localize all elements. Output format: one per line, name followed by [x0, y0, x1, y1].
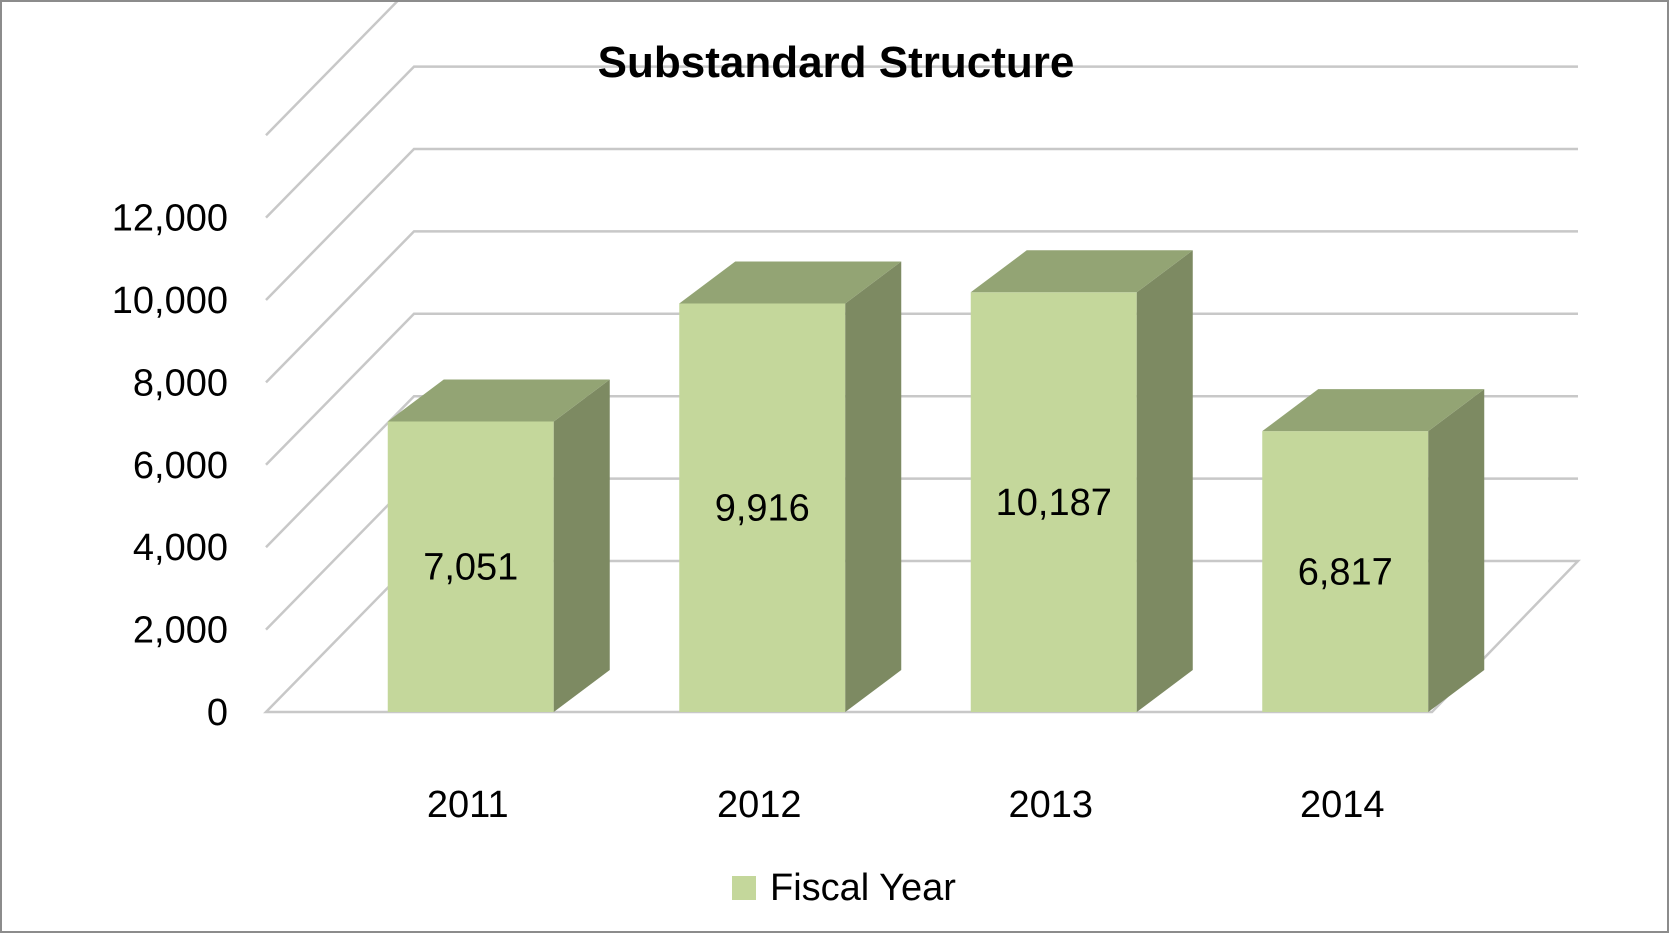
data-label-2014: 6,817 — [1298, 552, 1393, 594]
y-tick-label: 2,000 — [133, 610, 228, 652]
bar-side-face — [553, 379, 610, 712]
bar-top-face — [387, 379, 610, 422]
bar-top-face — [679, 261, 902, 304]
x-axis: 2011 2012 2013 2014 — [427, 784, 1385, 826]
bar-2011 — [387, 379, 610, 712]
y-axis: 0 2,000 4,000 6,000 8,000 10,000 12,000 — [112, 198, 228, 734]
x-tick-label-2011: 2011 — [427, 784, 509, 826]
y-tick-label: 0 — [207, 692, 228, 734]
bar-front-face — [387, 421, 554, 712]
x-tick-label-2014: 2014 — [1300, 784, 1385, 826]
gridline — [265, 147, 1578, 301]
legend: Fiscal Year — [732, 867, 956, 909]
data-labels: 7,051 9,916 10,187 6,817 — [423, 482, 1393, 593]
y-tick-label: 12,000 — [112, 198, 228, 240]
bar-front-face — [1262, 431, 1429, 712]
data-label-2013: 10,187 — [996, 482, 1112, 524]
legend-swatch-fiscal-year — [732, 876, 756, 900]
bar-side-face — [845, 261, 902, 712]
bar-front-face — [970, 292, 1137, 712]
gridline — [265, 65, 1578, 219]
y-tick-label: 6,000 — [133, 445, 228, 487]
bar-2014 — [1262, 389, 1485, 712]
bar-top-face — [1262, 389, 1485, 432]
x-tick-label-2013: 2013 — [1008, 784, 1093, 826]
y-tick-label: 4,000 — [133, 527, 228, 569]
y-tick-label: 10,000 — [112, 280, 228, 322]
gridline — [265, 2, 399, 137]
y-tick-label: 8,000 — [133, 362, 228, 404]
bar-2012 — [679, 261, 902, 712]
bar-side-face — [1136, 250, 1193, 712]
x-tick-label-2012: 2012 — [717, 784, 802, 826]
bar-side-face — [1428, 389, 1485, 712]
gridline — [265, 230, 1578, 384]
bars — [387, 250, 1485, 712]
legend-label-fiscal-year: Fiscal Year — [770, 867, 956, 909]
chart-title: Substandard Structure — [598, 38, 1075, 87]
bar-front-face — [679, 303, 846, 712]
bar-top-face — [970, 250, 1193, 293]
data-label-2011: 7,051 — [423, 547, 518, 589]
data-label-2012: 9,916 — [715, 488, 810, 530]
bar-2013 — [970, 250, 1193, 712]
